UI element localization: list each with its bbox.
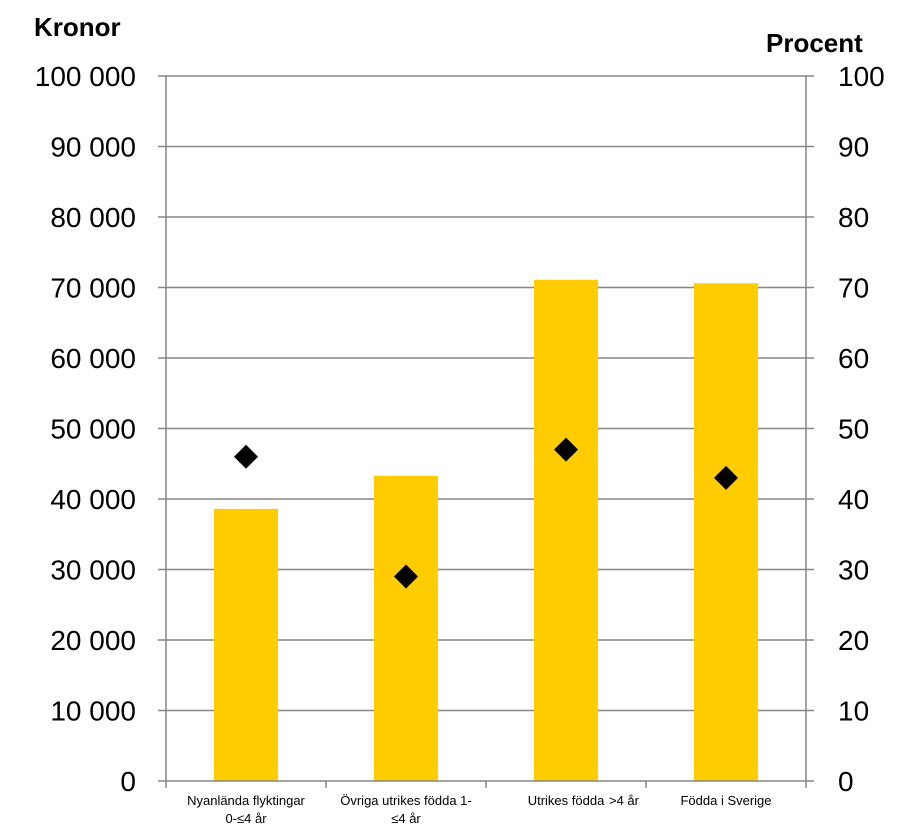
left-tick-label: 70 000 [50,273,136,304]
left-tick-label: 10 000 [50,696,136,727]
category-label: >4 år [609,793,640,808]
right-tick-label: 90 [838,132,869,163]
left-tick-label: 100 000 [35,61,136,92]
right-tick-label: 10 [838,696,869,727]
right-tick-label: 50 [838,414,869,445]
category-label: ≤4 år [391,811,421,826]
axes [158,75,814,788]
left-tick-label: 90 000 [50,132,136,163]
left-axis-title: Kronor [34,12,121,42]
right-tick-label: 0 [838,766,854,797]
diamond-marker [554,437,578,462]
right-tick-label: 30 [838,555,869,586]
right-tick-label: 70 [838,273,869,304]
left-tick-label: 60 000 [50,343,136,374]
left-tick-label: 30 000 [50,555,136,586]
bar-series [214,279,758,781]
category-label: Övriga utrikes födda 1- [340,793,472,808]
category-label: 0-≤4 år [225,811,267,826]
marker-series [234,437,738,589]
left-tick-label: 40 000 [50,484,136,515]
right-tick-labels: 0 10 20 30 40 50 60 70 80 90 100 [838,61,885,797]
left-tick-labels: 0 10 000 20 000 30 000 40 000 50 000 60 000 70 … [35,61,136,797]
category-label: Nyanlända flyktingar [187,793,305,808]
right-axis-title: Procent [766,28,863,58]
left-tick-label: 50 000 [50,414,136,445]
category-labels: Nyanlända flyktingar 0-≤4 år Övriga utrike… [187,793,771,826]
right-tick-label: 60 [838,343,869,374]
right-tick-label: 80 [838,202,869,233]
left-tick-label: 80 000 [50,202,136,233]
left-tick-label: 0 [120,766,136,797]
diamond-marker [714,465,738,490]
right-tick-label: 100 [838,61,885,92]
category-label: Födda i Sverige [680,793,771,808]
right-tick-label: 20 [838,625,869,656]
bar [374,475,438,781]
bar [214,508,278,781]
bar [534,279,598,781]
diamond-marker [234,444,258,469]
left-tick-label: 20 000 [50,625,136,656]
bar [694,283,758,781]
category-label: Utrikes födda [528,793,605,808]
right-tick-label: 40 [838,484,869,515]
diamond-marker [394,564,418,589]
